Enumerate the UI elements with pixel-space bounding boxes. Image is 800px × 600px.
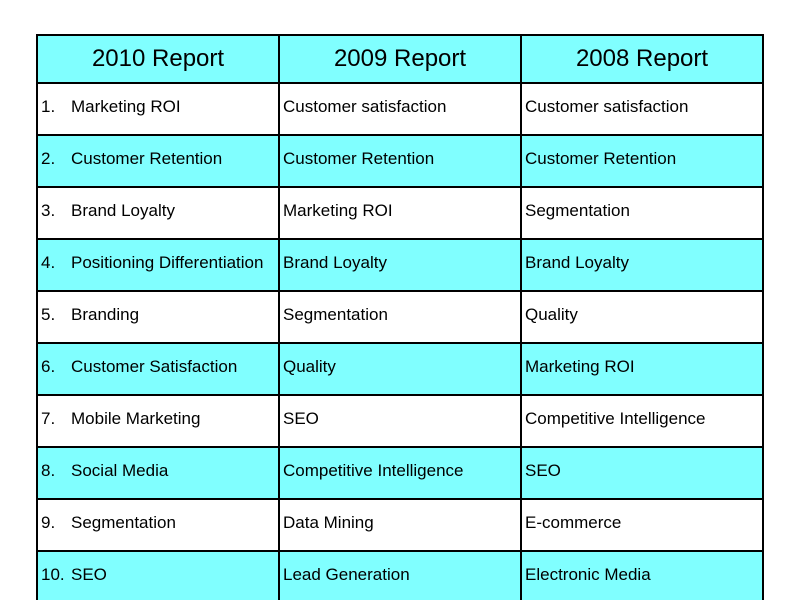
rank-number: 10. [41, 565, 65, 584]
cell-2010: 9. Segmentation [36, 498, 280, 552]
item-label: SEO [71, 565, 107, 584]
cell-2009: Segmentation [278, 290, 522, 344]
table-row: 8. Social Media Competitive Intelligence … [36, 446, 764, 500]
cell-2008: Competitive Intelligence [520, 394, 764, 448]
rank-number: 5. [41, 305, 56, 324]
report-comparison-table: 2010 Report 2009 Report 2008 Report 1. Ma… [36, 34, 764, 600]
cell-2009: Marketing ROI [278, 186, 522, 240]
rank-number: 4. [41, 253, 56, 272]
item-label: Mobile Marketing [71, 409, 201, 428]
cell-2008: Electronic Media [520, 550, 764, 600]
cell-2009: Customer Retention [278, 134, 522, 188]
cell-2010: 3. Brand Loyalty [36, 186, 280, 240]
item-label: Marketing ROI [71, 97, 181, 116]
rank-number: 1. [41, 97, 56, 116]
item-label: Positioning Differentiation [71, 253, 264, 272]
item-label: Branding [71, 305, 140, 324]
item-label: Segmentation [71, 513, 176, 532]
header-2009-report: 2009 Report [278, 34, 522, 84]
cell-2010: 1. Marketing ROI [36, 82, 280, 136]
rank-number: 3. [41, 201, 56, 220]
table-row: 1. Marketing ROI Customer satisfaction Cu… [36, 82, 764, 136]
cell-2009: Customer satisfaction [278, 82, 522, 136]
rank-number: 9. [41, 513, 56, 532]
header-2008-report: 2008 Report [520, 34, 764, 84]
table-row: 7. Mobile Marketing SEO Competitive Intel… [36, 394, 764, 448]
item-label: Brand Loyalty [71, 201, 175, 220]
cell-2008: Quality [520, 290, 764, 344]
table-row: 9. Segmentation Data Mining E-commerce [36, 498, 764, 552]
header-2010-report: 2010 Report [36, 34, 280, 84]
table-row: 6. Customer Satisfaction Quality Marketin… [36, 342, 764, 396]
item-label: Social Media [71, 461, 169, 480]
cell-2008: Customer Retention [520, 134, 764, 188]
cell-2010: 6. Customer Satisfaction [36, 342, 280, 396]
cell-2008: Customer satisfaction [520, 82, 764, 136]
cell-2009: SEO [278, 394, 522, 448]
cell-2010: 4. Positioning Differentiation [36, 238, 280, 292]
table-row: 2. Customer Retention Customer Retention … [36, 134, 764, 188]
table-row: 4. Positioning Differentiation Brand Loya… [36, 238, 764, 292]
cell-2009: Lead Generation [278, 550, 522, 600]
cell-2009: Data Mining [278, 498, 522, 552]
table-row: 3. Brand Loyalty Marketing ROI Segmentati… [36, 186, 764, 240]
cell-2008: Brand Loyalty [520, 238, 764, 292]
header-row: 2010 Report 2009 Report 2008 Report [36, 34, 764, 84]
cell-2010: 8. Social Media [36, 446, 280, 500]
cell-2008: Marketing ROI [520, 342, 764, 396]
cell-2010: 5. Branding [36, 290, 280, 344]
cell-2008: SEO [520, 446, 764, 500]
cell-2009: Competitive Intelligence [278, 446, 522, 500]
table-row: 5. Branding Segmentation Quality [36, 290, 764, 344]
rank-number: 2. [41, 149, 56, 168]
item-label: Customer Satisfaction [71, 357, 238, 376]
rank-number: 7. [41, 409, 56, 428]
cell-2008: Segmentation [520, 186, 764, 240]
cell-2009: Brand Loyalty [278, 238, 522, 292]
cell-2008: E-commerce [520, 498, 764, 552]
rank-number: 8. [41, 461, 56, 480]
cell-2009: Quality [278, 342, 522, 396]
table-row: 10. SEO Lead Generation Electronic Media [36, 550, 764, 600]
item-label: Customer Retention [71, 149, 223, 168]
rank-number: 6. [41, 357, 56, 376]
cell-2010: 2. Customer Retention [36, 134, 280, 188]
cell-2010: 7. Mobile Marketing [36, 394, 280, 448]
cell-2010: 10. SEO [36, 550, 280, 600]
